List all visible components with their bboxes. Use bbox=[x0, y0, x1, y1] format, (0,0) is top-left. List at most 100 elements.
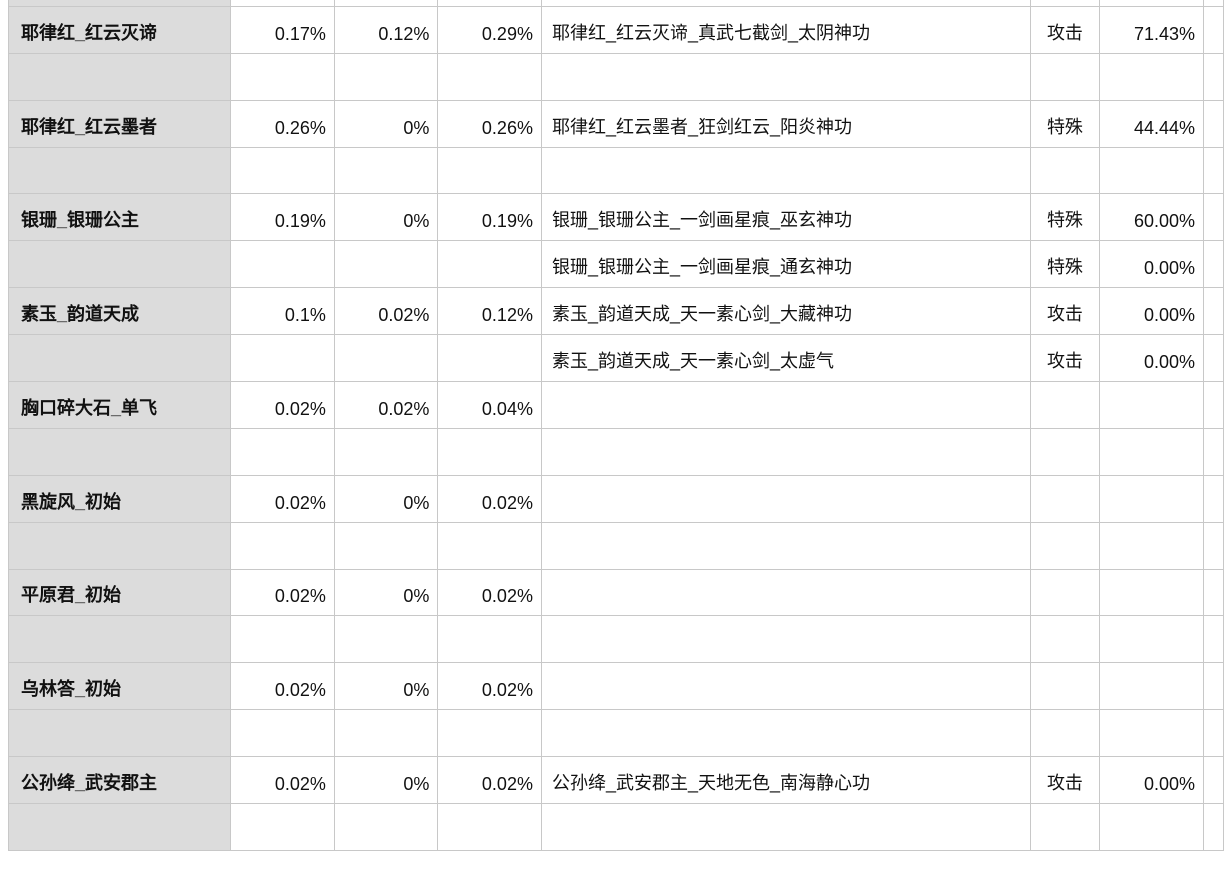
extra-cell[interactable] bbox=[1203, 756, 1224, 805]
rate-cell[interactable] bbox=[1099, 474, 1205, 523]
value-a-cell[interactable] bbox=[230, 52, 335, 101]
extra-cell[interactable] bbox=[1203, 99, 1224, 148]
type-cell[interactable] bbox=[1029, 146, 1101, 195]
type-cell[interactable] bbox=[1029, 427, 1101, 476]
value-a-cell[interactable]: 0.26% bbox=[230, 99, 335, 148]
combo-cell[interactable] bbox=[540, 803, 1031, 851]
rate-cell[interactable] bbox=[1099, 427, 1205, 476]
type-cell[interactable] bbox=[1029, 662, 1101, 711]
rate-cell[interactable]: 0.00% bbox=[1099, 756, 1205, 805]
extra-cell[interactable] bbox=[1203, 287, 1224, 336]
total-cell[interactable]: 0.19% bbox=[437, 193, 542, 242]
name-cell[interactable] bbox=[7, 334, 232, 383]
combo-cell[interactable]: 银珊_银珊公主_一剑画星痕_通玄神功 bbox=[540, 240, 1031, 289]
combo-cell[interactable] bbox=[540, 568, 1031, 617]
name-cell[interactable] bbox=[7, 427, 232, 476]
name-cell[interactable]: 平原君_初始 bbox=[7, 568, 232, 617]
total-cell[interactable]: 0.04% bbox=[437, 381, 542, 429]
name-cell[interactable]: 素玉_韵道天成 bbox=[7, 287, 232, 336]
name-cell[interactable]: 耶律红_红云墨者 bbox=[7, 99, 232, 148]
type-cell[interactable] bbox=[1029, 568, 1101, 617]
type-cell[interactable] bbox=[1029, 709, 1101, 758]
combo-cell[interactable] bbox=[540, 521, 1031, 570]
value-a-cell[interactable] bbox=[230, 427, 335, 476]
combo-cell[interactable] bbox=[540, 52, 1031, 101]
total-cell[interactable]: 0.02% bbox=[437, 474, 542, 523]
name-cell[interactable] bbox=[7, 615, 232, 664]
value-b-cell[interactable] bbox=[333, 803, 439, 851]
value-a-cell[interactable]: 0.17% bbox=[230, 5, 335, 54]
type-cell[interactable] bbox=[1029, 803, 1101, 851]
total-cell[interactable] bbox=[437, 427, 542, 476]
total-cell[interactable] bbox=[437, 146, 542, 195]
type-cell[interactable] bbox=[1029, 521, 1101, 570]
value-b-cell[interactable] bbox=[333, 52, 439, 101]
type-cell[interactable]: 攻击 bbox=[1029, 5, 1101, 54]
value-b-cell[interactable]: 0% bbox=[333, 568, 439, 617]
value-a-cell[interactable]: 0.02% bbox=[230, 756, 335, 805]
extra-cell[interactable] bbox=[1203, 52, 1224, 101]
total-cell[interactable] bbox=[437, 615, 542, 664]
total-cell[interactable] bbox=[437, 803, 542, 851]
value-b-cell[interactable]: 0% bbox=[333, 662, 439, 711]
type-cell[interactable] bbox=[1029, 52, 1101, 101]
extra-cell[interactable] bbox=[1203, 334, 1224, 383]
value-a-cell[interactable] bbox=[230, 615, 335, 664]
value-a-cell[interactable] bbox=[230, 334, 335, 383]
total-cell[interactable] bbox=[437, 240, 542, 289]
combo-cell[interactable]: 银珊_银珊公主_一剑画星痕_巫玄神功 bbox=[540, 193, 1031, 242]
rate-cell[interactable]: 0.00% bbox=[1099, 240, 1205, 289]
combo-cell[interactable]: 素玉_韵道天成_天一素心剑_大藏神功 bbox=[540, 287, 1031, 336]
name-cell[interactable] bbox=[7, 803, 232, 851]
rate-cell[interactable] bbox=[1099, 803, 1205, 851]
value-b-cell[interactable]: 0% bbox=[333, 756, 439, 805]
name-cell[interactable]: 乌林答_初始 bbox=[7, 662, 232, 711]
type-cell[interactable]: 攻击 bbox=[1029, 334, 1101, 383]
extra-cell[interactable] bbox=[1203, 146, 1224, 195]
type-cell[interactable] bbox=[1029, 615, 1101, 664]
value-b-cell[interactable]: 0.12% bbox=[333, 5, 439, 54]
type-cell[interactable]: 特殊 bbox=[1029, 99, 1101, 148]
combo-cell[interactable] bbox=[540, 662, 1031, 711]
extra-cell[interactable] bbox=[1203, 474, 1224, 523]
value-a-cell[interactable]: 0.19% bbox=[230, 193, 335, 242]
extra-cell[interactable] bbox=[1203, 240, 1224, 289]
rate-cell[interactable]: 60.00% bbox=[1099, 193, 1205, 242]
total-cell[interactable] bbox=[437, 52, 542, 101]
combo-cell[interactable]: 素玉_韵道天成_天一素心剑_太虚气 bbox=[540, 334, 1031, 383]
name-cell[interactable] bbox=[7, 521, 232, 570]
extra-cell[interactable] bbox=[1203, 193, 1224, 242]
name-cell[interactable] bbox=[7, 146, 232, 195]
extra-cell[interactable] bbox=[1203, 615, 1224, 664]
total-cell[interactable]: 0.29% bbox=[437, 5, 542, 54]
combo-cell[interactable] bbox=[540, 615, 1031, 664]
extra-cell[interactable] bbox=[1203, 709, 1224, 758]
value-a-cell[interactable]: 0.1% bbox=[230, 287, 335, 336]
type-cell[interactable]: 攻击 bbox=[1029, 287, 1101, 336]
value-b-cell[interactable]: 0% bbox=[333, 193, 439, 242]
name-cell[interactable]: 银珊_银珊公主 bbox=[7, 193, 232, 242]
name-cell[interactable] bbox=[7, 240, 232, 289]
value-b-cell[interactable] bbox=[333, 709, 439, 758]
combo-cell[interactable] bbox=[540, 427, 1031, 476]
rate-cell[interactable]: 44.44% bbox=[1099, 99, 1205, 148]
rate-cell[interactable] bbox=[1099, 521, 1205, 570]
value-a-cell[interactable] bbox=[230, 521, 335, 570]
rate-cell[interactable] bbox=[1099, 381, 1205, 429]
name-cell[interactable] bbox=[7, 52, 232, 101]
name-cell[interactable]: 黑旋风_初始 bbox=[7, 474, 232, 523]
name-cell[interactable] bbox=[7, 709, 232, 758]
extra-cell[interactable] bbox=[1203, 381, 1224, 429]
rate-cell[interactable]: 71.43% bbox=[1099, 5, 1205, 54]
total-cell[interactable]: 0.02% bbox=[437, 662, 542, 711]
value-b-cell[interactable] bbox=[333, 615, 439, 664]
total-cell[interactable]: 0.12% bbox=[437, 287, 542, 336]
value-a-cell[interactable] bbox=[230, 240, 335, 289]
type-cell[interactable]: 特殊 bbox=[1029, 240, 1101, 289]
total-cell[interactable] bbox=[437, 334, 542, 383]
name-cell[interactable]: 胸口碎大石_单飞 bbox=[7, 381, 232, 429]
combo-cell[interactable]: 耶律红_红云墨者_狂剑红云_阳炎神功 bbox=[540, 99, 1031, 148]
extra-cell[interactable] bbox=[1203, 568, 1224, 617]
rate-cell[interactable] bbox=[1099, 52, 1205, 101]
rate-cell[interactable]: 0.00% bbox=[1099, 287, 1205, 336]
